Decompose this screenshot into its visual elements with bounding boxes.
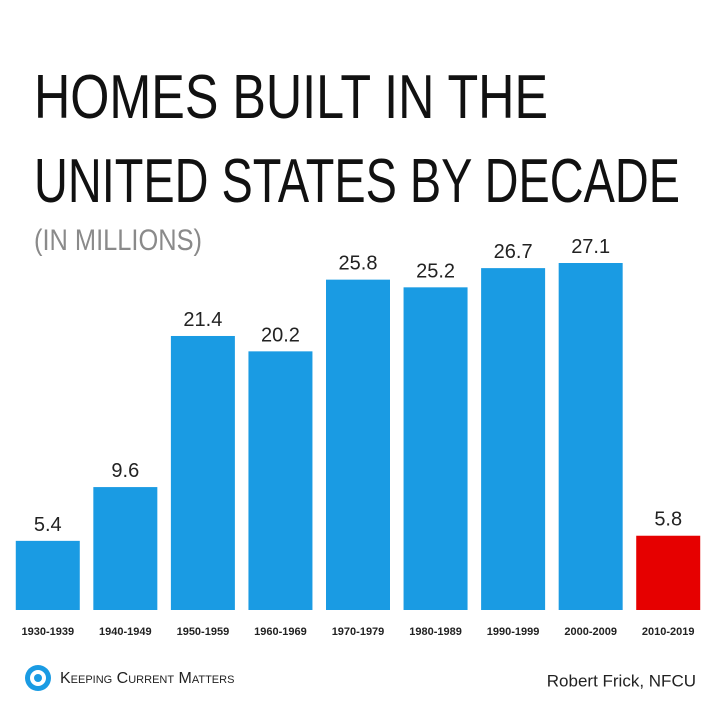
bar [170, 335, 235, 610]
x-tick-label: 1960-1969 [254, 626, 307, 638]
source: Robert Frick, NFCU [547, 671, 696, 690]
chart-title: HOMES BUILT IN THE [34, 63, 548, 132]
value-label: 20.2 [261, 324, 300, 346]
bar [403, 287, 468, 610]
bar [558, 263, 623, 610]
x-tick-label: 1940-1949 [99, 626, 152, 638]
x-tick-label: 1980-1989 [409, 626, 462, 638]
value-label: 5.8 [654, 509, 682, 531]
bar [636, 535, 701, 610]
bar [93, 487, 158, 610]
chart-subtitle: (IN MILLIONS) [34, 224, 202, 257]
logo-icon [25, 665, 51, 691]
value-label: 25.8 [339, 253, 378, 275]
x-tick-label: 1970-1979 [332, 626, 385, 638]
value-label: 21.4 [183, 309, 222, 331]
bar [481, 268, 546, 610]
bar [326, 279, 390, 610]
chart-title: UNITED STATES BY DECADE [34, 147, 680, 216]
x-tick-label: 1950-1959 [177, 626, 230, 638]
x-tick-label: 1990-1999 [487, 626, 540, 638]
value-label: 27.1 [571, 236, 610, 258]
value-label: 5.4 [34, 514, 62, 536]
x-tick-label: 2010-2019 [642, 626, 695, 638]
bar [15, 540, 80, 610]
bar [248, 351, 313, 610]
logo-text: Keeping Current Matters [60, 670, 234, 687]
value-label: 25.2 [416, 260, 455, 282]
x-tick-label: 2000-2009 [564, 626, 617, 638]
value-label: 9.6 [111, 460, 139, 482]
x-tick-label: 1930-1939 [21, 626, 74, 638]
value-label: 26.7 [494, 241, 533, 263]
